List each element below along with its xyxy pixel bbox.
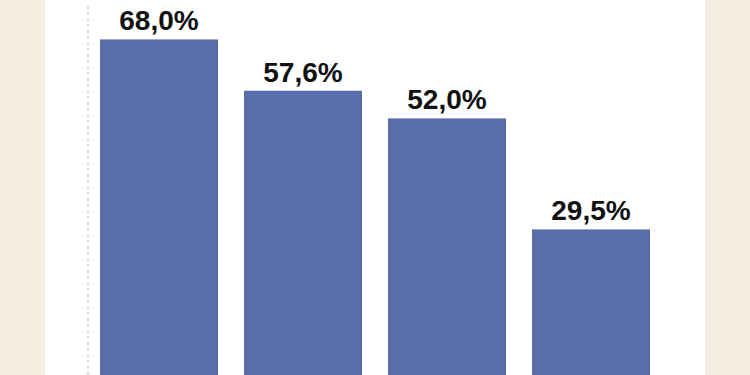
bars bbox=[100, 39, 650, 375]
y-axis-line bbox=[88, 5, 89, 375]
bar bbox=[100, 39, 218, 375]
panel bbox=[45, 0, 705, 375]
bar bbox=[388, 118, 506, 375]
data-label: 68,0% bbox=[119, 5, 198, 36]
background bbox=[0, 0, 750, 375]
data-label: 57,6% bbox=[263, 57, 342, 88]
data-label: 52,0% bbox=[407, 84, 486, 115]
data-labels: 68,0% 57,6% 52,0% 29,5% bbox=[119, 5, 630, 226]
data-label: 29,5% bbox=[551, 195, 630, 226]
bar bbox=[244, 91, 362, 375]
chart: 68,0% 57,6% 52,0% 29,5% bbox=[0, 0, 750, 375]
bar bbox=[532, 229, 650, 375]
